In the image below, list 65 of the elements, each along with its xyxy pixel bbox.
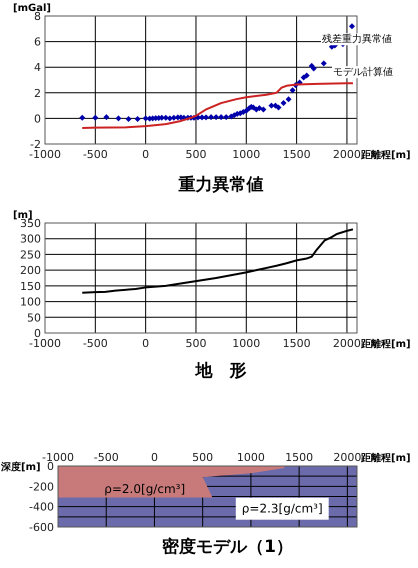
x-tick-label: 1500 (282, 148, 311, 161)
x-tick-label: 0 (142, 337, 150, 350)
y-tick-label: 0 (34, 327, 41, 340)
point (286, 96, 292, 102)
annotation: ρ=2.3[g/cm³] (242, 502, 323, 516)
x-tick-label: 500 (185, 148, 206, 161)
point (213, 114, 220, 120)
text: 密度モデル（1） (162, 537, 293, 557)
x-axis-title: 距離程[m] (360, 452, 411, 464)
point (348, 23, 355, 30)
x-axis-title: 距離程[m] (360, 149, 411, 161)
x-tick-label: -1000 (29, 148, 61, 161)
x-tick-label: -500 (82, 337, 108, 350)
point (290, 87, 296, 94)
y-tick-label: 50 (27, 311, 41, 324)
x-tick-label: 1500 (282, 337, 311, 350)
y-tick-label: 200 (20, 264, 41, 278)
point (134, 116, 141, 122)
point (92, 114, 98, 121)
point (126, 116, 132, 122)
y-tick-label: 0 (47, 460, 54, 473)
point (260, 106, 266, 112)
x-tick-label: 1000 (232, 337, 260, 350)
annotation: ρ=2.0[g/cm³] (104, 482, 186, 496)
point (304, 72, 310, 79)
y-tick-label: -400 (29, 500, 54, 514)
y-tick-label: -2 (30, 138, 41, 151)
point (320, 60, 327, 66)
x-tick-label: 2000 (332, 337, 361, 350)
point (280, 100, 287, 106)
y-tick-label: -600 (29, 521, 54, 534)
x-tick-label: 2000 (333, 451, 362, 464)
point (223, 114, 230, 120)
point (115, 115, 122, 122)
y-tick-label: 100 (20, 296, 41, 309)
x-tick-label: 1500 (285, 451, 314, 464)
text: 重力異常値 (178, 175, 264, 195)
x-tick-label: 0 (142, 148, 150, 161)
x-tick-label: 1000 (236, 451, 265, 464)
y-tick-label: 300 (20, 232, 41, 246)
x-tick-label: 2000 (332, 148, 361, 161)
y-tick-label: 6 (34, 36, 41, 49)
point (103, 114, 110, 120)
y-tick-label: 0 (34, 112, 41, 126)
x-tick-label: 1000 (232, 148, 260, 161)
y-tick-label: 350 (20, 217, 41, 230)
point (79, 114, 86, 121)
y-tick-label: 150 (20, 280, 41, 293)
x-axis-title: 距離程[m] (360, 338, 411, 350)
x-tick-label: -500 (82, 148, 108, 161)
y-axis-title: 深度[m] (0, 461, 41, 473)
point (208, 114, 214, 120)
series-label: 残差重力異常値 (322, 33, 392, 46)
y-tick-label: 250 (20, 248, 41, 262)
x-tick-label: -500 (94, 451, 119, 464)
point (218, 114, 224, 120)
x-tick-label: 0 (150, 451, 158, 464)
y-tick-label: 4 (34, 61, 41, 74)
x-tick-label: -1000 (29, 337, 61, 350)
y-tick-label: -200 (29, 480, 54, 494)
series-label: モデル計算値 (332, 66, 393, 78)
x-tick-label: 500 (185, 337, 206, 350)
text: 地 形 (194, 361, 246, 381)
y-tick-label: 2 (34, 86, 41, 100)
x-tick-label: 500 (192, 451, 214, 464)
